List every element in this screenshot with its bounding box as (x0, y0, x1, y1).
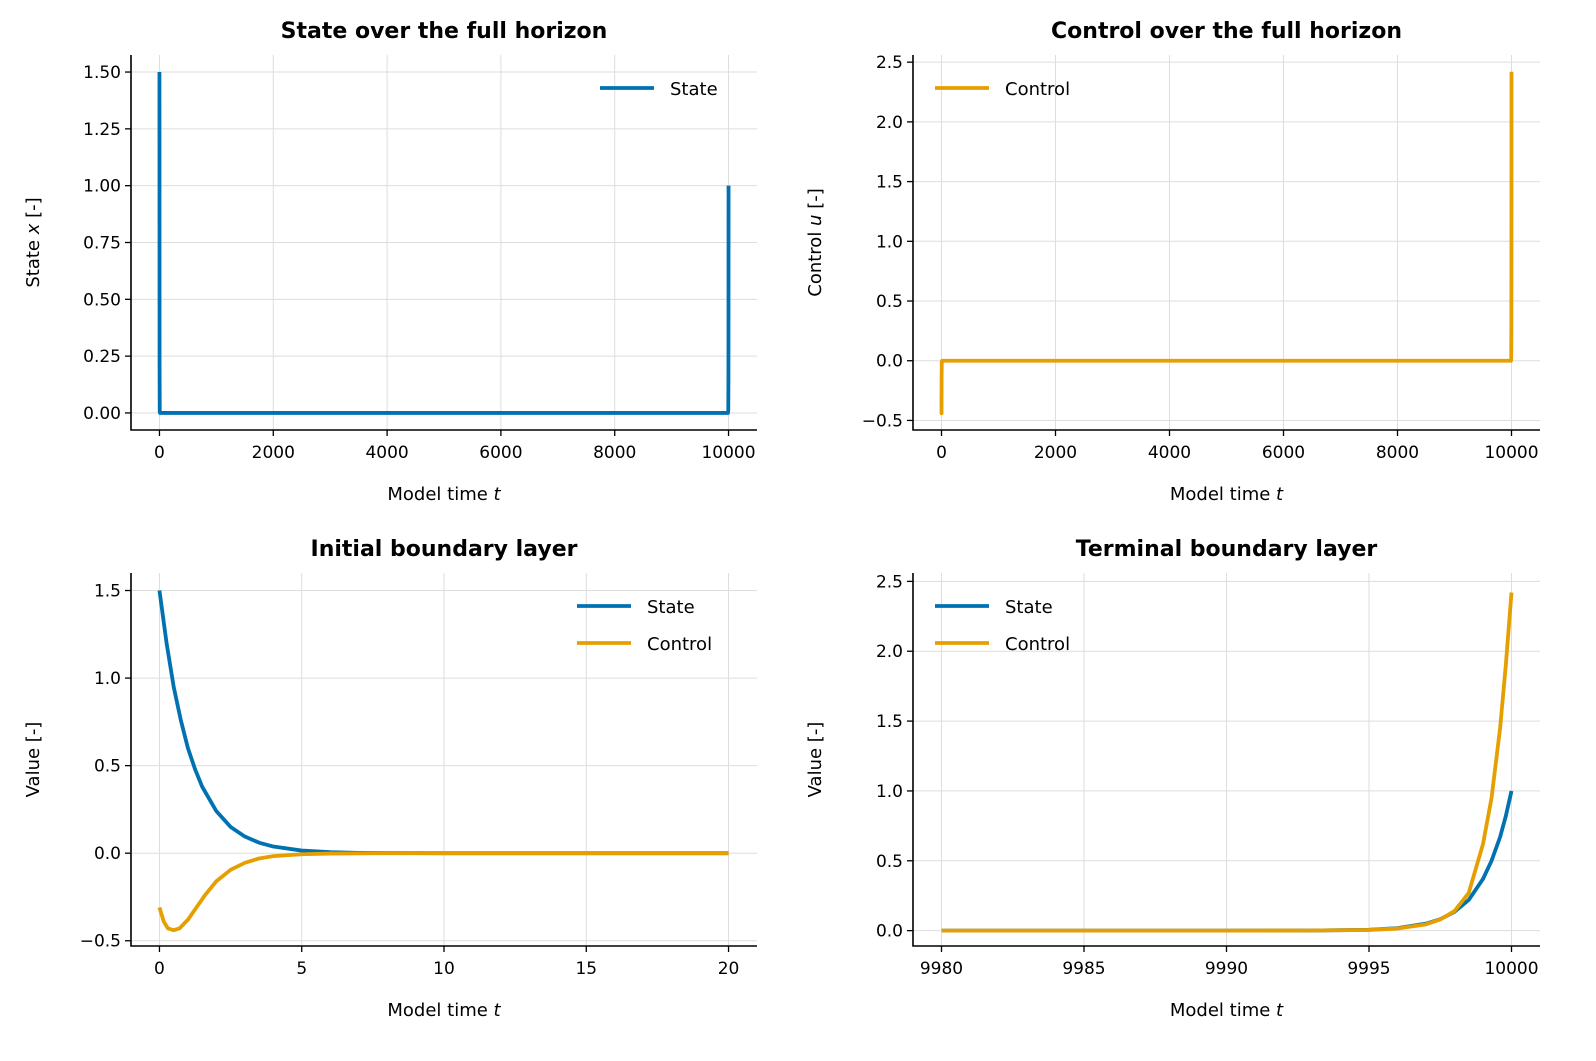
chart-title: State over the full horizon (281, 19, 608, 44)
x-axis-label-variable: t (494, 1000, 502, 1021)
legend-label-state: State (670, 79, 718, 100)
y-tick-label: 0.25 (83, 347, 121, 367)
y-axis-label: Value [-] (805, 722, 826, 798)
chart-panel-4: 9980 9985 9990 9995 10000 0.0 0.5 1.0 1.5 2.0 2.5 T… (805, 537, 1540, 1021)
x-tick-label: 4000 (1148, 443, 1191, 463)
axis-spines (130, 55, 757, 431)
x-axis-label-variable: t (494, 484, 502, 505)
y-tick-label: 2.0 (876, 642, 903, 662)
x-axis-label-text: Model time (1170, 484, 1270, 505)
x-axis-label-text: Model time (387, 1000, 487, 1021)
x-tick-label: 10000 (1484, 959, 1538, 979)
x-tick-label: 10000 (1484, 443, 1538, 463)
y-tick-label: 0.5 (94, 757, 121, 777)
y-axis-label-variable: u (805, 215, 826, 226)
y-axis-label-text: Value [-] (805, 722, 826, 798)
y-tick-label: 1.5 (876, 173, 903, 193)
legend-label-state: State (1005, 597, 1053, 618)
x-tick-label: 9980 (920, 959, 963, 979)
series-line-control (939, 71, 1514, 416)
legend-label-control: Control (1005, 634, 1070, 655)
x-tick-label: 8000 (1376, 443, 1419, 463)
x-tick-label: 9995 (1347, 959, 1390, 979)
y-axis-label-text: Control (805, 226, 826, 297)
x-tick-label: 9990 (1205, 959, 1248, 979)
x-axis-label: Model time t (1170, 484, 1284, 505)
legend-label-state: State (647, 597, 695, 618)
y-axis-label-variable: x (23, 223, 44, 235)
y-axis-label-text: State (23, 234, 44, 287)
y-tick-label: 0.0 (94, 844, 121, 864)
chart-panel-1: 0 2000 4000 6000 8000 10000 0.00 0.25 0.50 0.75 1.… (23, 19, 757, 505)
chart-panel-2: 0 2000 4000 6000 8000 10000 −0.5 0.0 0.5 1.0 1.5 2.… (805, 19, 1540, 505)
y-tick-label: 2.5 (876, 572, 903, 592)
x-tick-label: 10000 (701, 443, 755, 463)
x-tick-label: 0 (154, 443, 165, 463)
y-tick-label: 0.0 (876, 922, 903, 942)
y-tick-label: 1.5 (94, 582, 121, 602)
y-axis-label: Control u [-] (805, 188, 826, 296)
x-tick-label: 0 (936, 443, 947, 463)
y-tick-label: 0.00 (83, 404, 121, 424)
x-axis-label-variable: t (1276, 1000, 1284, 1021)
y-tick-label: 2.0 (876, 113, 903, 133)
chart-panel-3: 0 5 10 15 20 −0.5 0.0 0.5 1.0 1.5 Initial boundary… (23, 537, 757, 1021)
y-tick-label: 1.50 (83, 63, 121, 83)
chart-title: Terminal boundary layer (1076, 537, 1378, 562)
x-tick-label: 9985 (1062, 959, 1105, 979)
axis-spines (912, 55, 1540, 431)
axis-spines (912, 573, 1540, 947)
y-tick-label: −0.5 (80, 932, 121, 952)
axis-spines (130, 573, 757, 947)
y-tick-label: 1.5 (876, 712, 903, 732)
y-axis-label: State x [-] (23, 197, 44, 287)
chart-title: Initial boundary layer (311, 537, 578, 562)
x-tick-label: 6000 (1262, 443, 1305, 463)
y-axis-label-text: Value [-] (23, 722, 44, 798)
x-tick-label: 8000 (593, 443, 636, 463)
y-tick-label: 1.0 (94, 669, 121, 689)
x-axis-label: Model time t (1170, 1000, 1284, 1021)
y-tick-label: −0.5 (862, 411, 903, 431)
x-axis-label-variable: t (1276, 484, 1284, 505)
chart-title: Control over the full horizon (1051, 19, 1402, 44)
y-tick-label: 0.5 (876, 852, 903, 872)
x-axis-label: Model time t (387, 484, 501, 505)
x-tick-label: 5 (296, 959, 307, 979)
y-tick-label: 0.50 (83, 290, 121, 310)
y-tick-label: 1.00 (83, 177, 121, 197)
y-tick-label: 1.25 (83, 120, 121, 140)
x-axis-label-text: Model time (387, 484, 487, 505)
legend-label-control: Control (1005, 79, 1070, 100)
series-line-control (157, 851, 729, 933)
series-line-state (157, 72, 731, 415)
x-tick-label: 10 (433, 959, 455, 979)
x-axis-label-text: Model time (1170, 1000, 1270, 1021)
y-tick-label: 2.5 (876, 53, 903, 73)
y-tick-label: 1.0 (876, 232, 903, 252)
y-tick-label: 0.75 (83, 234, 121, 254)
x-tick-label: 2000 (1034, 443, 1077, 463)
y-tick-label: 0.0 (876, 352, 903, 372)
x-tick-label: 15 (575, 959, 597, 979)
x-axis-label: Model time t (387, 1000, 501, 1021)
x-tick-label: 4000 (365, 443, 408, 463)
y-axis-label: Value [-] (23, 722, 44, 798)
x-tick-label: 6000 (479, 443, 522, 463)
x-tick-label: 20 (718, 959, 740, 979)
y-tick-label: 1.0 (876, 782, 903, 802)
x-tick-label: 0 (154, 959, 165, 979)
series-line-control (941, 592, 1514, 933)
x-tick-label: 2000 (252, 443, 295, 463)
y-tick-label: 0.5 (876, 292, 903, 312)
y-axis-label-unit: [-] (23, 197, 44, 223)
legend-label-control: Control (647, 634, 712, 655)
y-axis-label-unit: [-] (805, 188, 826, 214)
